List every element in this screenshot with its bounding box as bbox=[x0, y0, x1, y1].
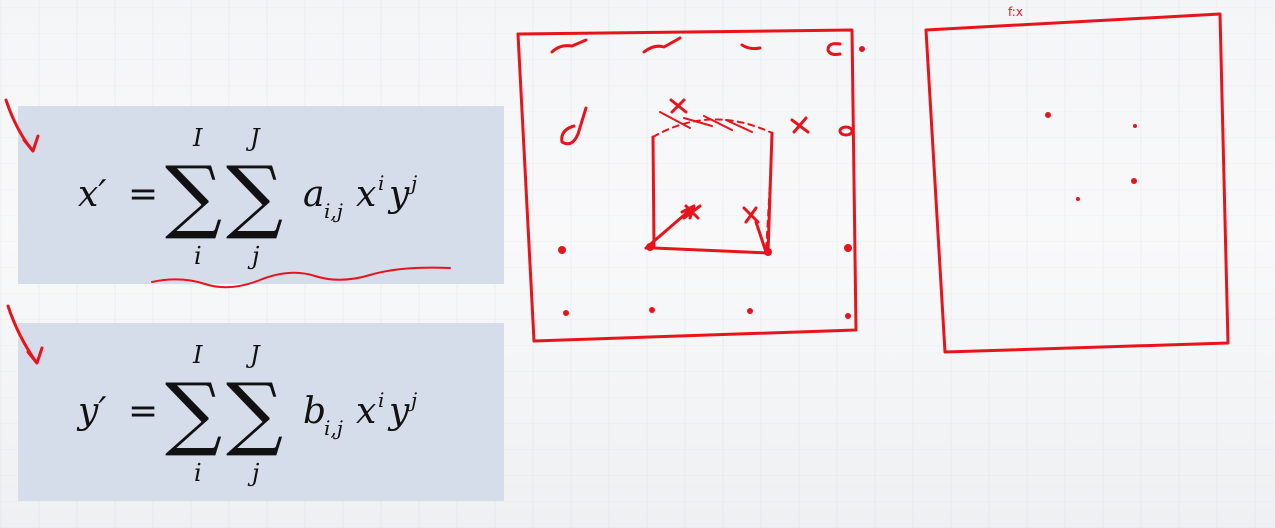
equation-x-sum1-lower: i bbox=[194, 242, 202, 270]
central-cell-outline bbox=[651, 131, 774, 255]
central-cell-corner-bl bbox=[646, 243, 654, 251]
equation-x-var2: y bbox=[387, 174, 410, 215]
arrow-to-equation-x bbox=[4, 98, 34, 152]
cross-top-left bbox=[669, 98, 688, 114]
grid-point-r2c1 bbox=[560, 106, 588, 146]
central-cell-top-dashed bbox=[652, 118, 773, 138]
equation-y-var2-exponent: j bbox=[407, 388, 417, 412]
equation-y-sum1-symbol: ∑ bbox=[165, 366, 222, 459]
source-grid-frame bbox=[516, 28, 858, 343]
cross-top-right bbox=[790, 116, 810, 134]
equation-box-y: y′ = I ∑ i J ∑ j b i,j x i y j bbox=[18, 323, 504, 501]
central-cell-hatching bbox=[659, 111, 753, 133]
grid-dot-r4c1 bbox=[563, 310, 569, 316]
cross-bottom-left bbox=[682, 204, 702, 220]
equation-y-sum1-upper: I bbox=[192, 341, 203, 369]
equation-y-var2: y bbox=[387, 391, 410, 432]
equation-x-sum1-symbol: ∑ bbox=[165, 149, 222, 242]
vector-bottom-left bbox=[644, 208, 692, 250]
equation-y-svg: y′ = I ∑ i J ∑ j b i,j x i y j bbox=[76, 341, 417, 487]
grid-point-r1c3 bbox=[740, 43, 762, 51]
equation-x-var1-exponent: i bbox=[378, 171, 384, 195]
equation-y-var1-exponent: i bbox=[378, 388, 384, 412]
target-dot-1 bbox=[1045, 112, 1051, 118]
equation-y-coefficient-subscript: i,j bbox=[324, 416, 343, 440]
equation-x-var1: x bbox=[356, 174, 376, 215]
equation-y-coefficient: b bbox=[303, 391, 326, 432]
equation-x-svg: x′ = I ∑ i J ∑ j a i,j x i y j bbox=[78, 124, 417, 270]
equation-y-lhs: y′ bbox=[76, 391, 107, 432]
equation-x-var2-exponent: j bbox=[407, 171, 417, 195]
grid-point-r1c4 bbox=[826, 42, 842, 56]
grid-dot-r4c4 bbox=[845, 313, 851, 319]
equation-x-equals: = bbox=[128, 174, 158, 215]
arrow-to-equation-y bbox=[6, 304, 38, 364]
grid-point-r1c1 bbox=[550, 38, 588, 54]
grid-dot-r1c4 bbox=[859, 46, 865, 52]
grid-point-r2c4 bbox=[838, 125, 854, 137]
target-dot-2 bbox=[1133, 124, 1137, 128]
arrowhead-equation-y bbox=[26, 346, 44, 365]
central-cell-corner-br bbox=[764, 248, 772, 256]
grid-dot-r4c3 bbox=[747, 308, 753, 314]
vector-bottom-right bbox=[754, 220, 768, 254]
equation-y-equals: = bbox=[128, 391, 158, 432]
equation-box-x: x′ = I ∑ i J ∑ j a i,j x i y j bbox=[18, 106, 504, 284]
target-dot-4 bbox=[1076, 197, 1080, 201]
target-frame bbox=[924, 12, 1230, 354]
arrowhead-equation-x bbox=[22, 134, 40, 153]
central-cell-right-dashed bbox=[765, 132, 773, 251]
grid-dot-r3c1 bbox=[558, 246, 566, 254]
equation-x-coefficient-subscript: i,j bbox=[324, 199, 343, 223]
cross-bottom-right bbox=[742, 206, 760, 224]
grid-dot-r3c4 bbox=[844, 244, 852, 252]
grid-point-r1c2 bbox=[642, 36, 682, 54]
handwritten-label: f:x bbox=[1008, 5, 1023, 19]
equation-y-var1: x bbox=[356, 391, 376, 432]
equation-y-sum2-symbol: ∑ bbox=[226, 366, 283, 459]
equation-y-sum1-lower: i bbox=[194, 459, 202, 487]
equation-x-lhs: x′ bbox=[78, 174, 106, 215]
equation-x-sum2-symbol: ∑ bbox=[226, 149, 283, 242]
target-dot-3 bbox=[1131, 178, 1137, 184]
equation-x-coefficient: a bbox=[303, 174, 324, 215]
wavy-underline bbox=[151, 266, 451, 289]
equation-x-sum1-upper: I bbox=[192, 124, 203, 152]
grid-dot-r4c2 bbox=[649, 307, 655, 313]
